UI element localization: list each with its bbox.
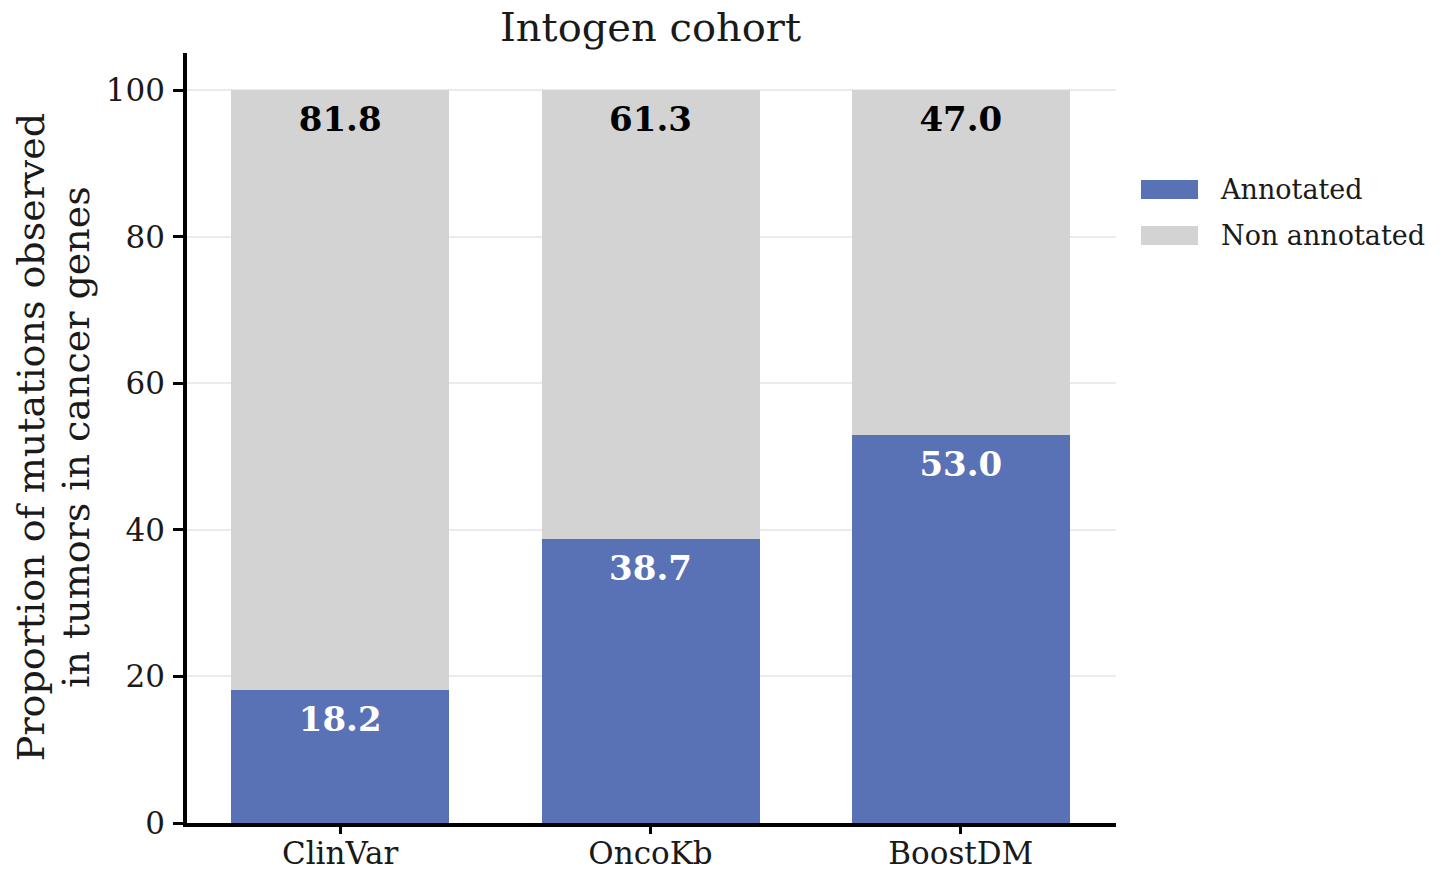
bar-segment-non-annotated	[542, 90, 760, 539]
x-tick-label: ClinVar	[215, 838, 465, 869]
y-axis-label-line2: in tumors in cancer genes	[54, 27, 99, 847]
y-tick-mark	[173, 822, 183, 825]
value-label: 38.7	[542, 551, 760, 585]
y-tick-mark	[173, 675, 183, 678]
y-tick-label: 60	[50, 368, 165, 399]
figure: Intogen cohort Proportion of mutations o…	[0, 0, 1448, 877]
x-tick-mark	[959, 825, 962, 834]
y-tick-label: 80	[50, 222, 165, 253]
y-tick-mark	[173, 528, 183, 531]
y-tick-label: 20	[50, 661, 165, 692]
value-label: 47.0	[852, 102, 1070, 136]
plot-area: 18.2 81.8 38.7 61.3 53.0 47.0	[185, 53, 1116, 823]
bar-segment-non-annotated	[852, 90, 1070, 435]
bar-segment-annotated	[852, 435, 1070, 823]
y-tick-mark	[173, 235, 183, 238]
x-tick-label: BoostDM	[836, 838, 1086, 869]
y-axis-spine	[183, 53, 187, 827]
legend-swatch-non-annotated	[1141, 226, 1198, 245]
value-label: 61.3	[542, 102, 760, 136]
y-tick-label: 0	[50, 808, 165, 839]
bar-segment-non-annotated	[231, 90, 449, 690]
x-tick-mark	[339, 825, 342, 834]
value-label: 81.8	[231, 102, 449, 136]
value-label: 18.2	[231, 702, 449, 736]
value-label: 53.0	[852, 447, 1070, 481]
legend-label-non-annotated: Non annotated	[1221, 222, 1425, 249]
legend-item-annotated: Annotated	[1141, 176, 1425, 203]
chart-title: Intogen cohort	[185, 4, 1116, 50]
y-tick-label: 100	[50, 75, 165, 106]
y-tick-mark	[173, 382, 183, 385]
x-tick-mark	[649, 825, 652, 834]
y-axis-label: Proportion of mutations observed in tumo…	[9, 27, 101, 847]
legend: Annotated Non annotated	[1141, 176, 1425, 268]
y-tick-mark	[173, 89, 183, 92]
x-tick-label: OncoKb	[526, 838, 776, 869]
legend-item-non-annotated: Non annotated	[1141, 222, 1425, 249]
y-tick-label: 40	[50, 515, 165, 546]
legend-swatch-annotated	[1141, 180, 1198, 199]
legend-label-annotated: Annotated	[1221, 176, 1363, 203]
y-axis-label-line1: Proportion of mutations observed	[9, 27, 54, 847]
